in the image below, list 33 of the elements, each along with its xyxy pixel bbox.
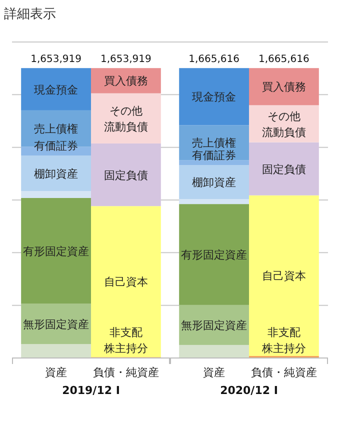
series-label: 売上債権	[192, 136, 236, 150]
series-label: 自己資本	[104, 276, 148, 289]
series-label: 有形固定資産	[181, 248, 248, 262]
x-axis-title: 2020/12 I	[220, 384, 278, 397]
series-label: 有価証券	[192, 149, 236, 162]
series-label: 棚卸資産	[34, 167, 78, 180]
series-label: 非支配株主持分	[260, 326, 306, 355]
series-label: 現金預金	[34, 83, 78, 96]
text: 1,665,616	[258, 54, 310, 66]
series-label: 売上債権	[34, 122, 78, 136]
text: 1,653,919	[30, 54, 82, 66]
title: 詳細表示	[4, 7, 56, 22]
series-label: 無形固定資産	[23, 318, 90, 331]
x-axis-title: 2019/12 I	[62, 384, 120, 397]
series-label: その他流動負債	[262, 110, 306, 139]
text: 1,665,616	[188, 54, 240, 66]
series-label: 固定負債	[104, 168, 148, 182]
x-tick-label: 負債・純資産	[250, 366, 317, 379]
x-tick-label: 資産	[45, 366, 68, 379]
series-label: 買入債務	[104, 74, 148, 88]
text: 1,653,919	[100, 54, 152, 66]
series-label: 有形固定資産	[23, 244, 90, 258]
series-label: 非支配株主持分	[102, 326, 148, 355]
series-label: 棚卸資産	[192, 176, 236, 190]
series-label: 自己資本	[262, 270, 306, 283]
x-tick-label: 負債・純資産	[92, 366, 159, 379]
series-label: 固定負債	[262, 162, 306, 176]
series-label: 無形固定資産	[181, 318, 248, 332]
series-label: 買入債務	[262, 80, 306, 94]
series-label: 有価証券	[34, 140, 78, 153]
series-label: 現金預金	[192, 90, 236, 104]
series-label: その他流動負債	[104, 104, 148, 134]
x-tick-label: 資産	[203, 366, 226, 379]
